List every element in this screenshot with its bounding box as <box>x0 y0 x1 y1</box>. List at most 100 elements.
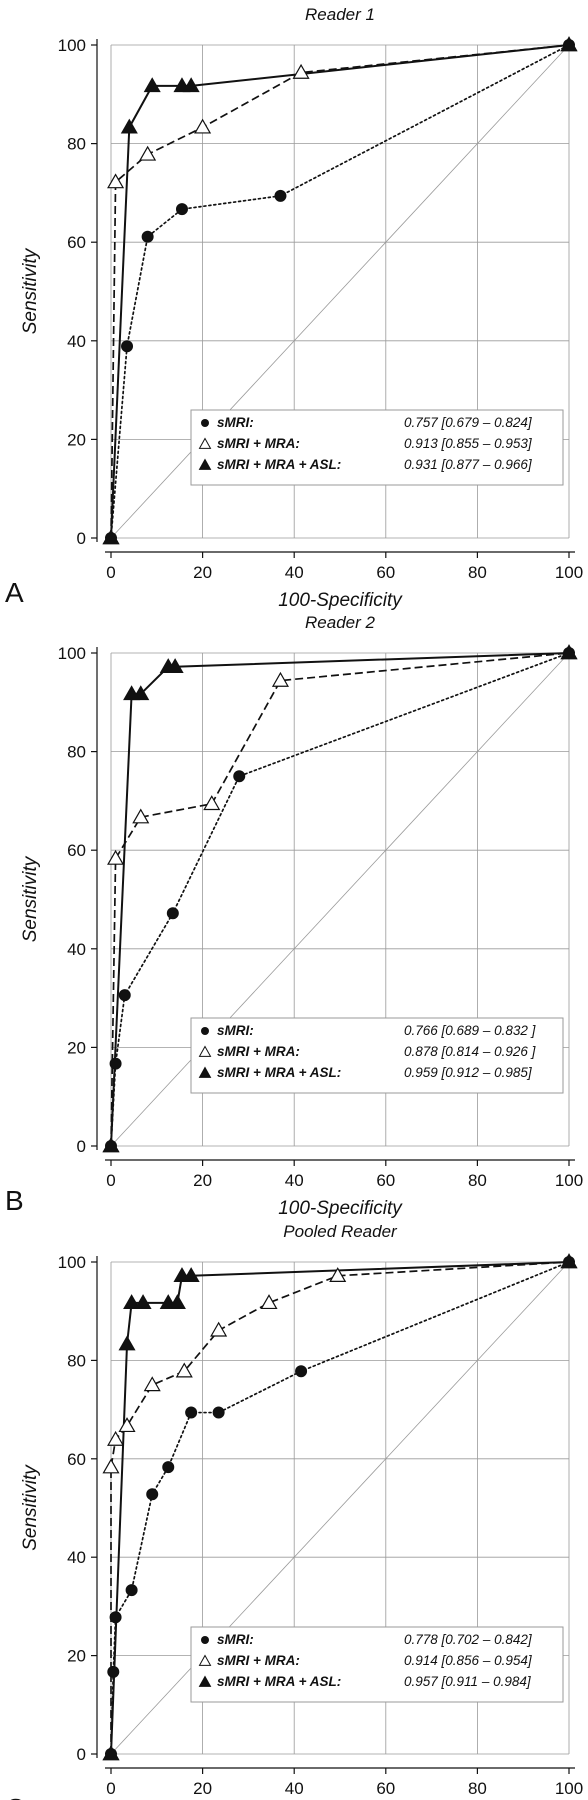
data-point <box>143 1376 161 1392</box>
legend-marker <box>198 437 212 449</box>
y-tick-label: 60 <box>67 233 86 252</box>
diagonal-reference-line <box>110 44 570 539</box>
data-point <box>118 989 131 1002</box>
legend: sMRI: 0.766 [0.689 – 0.832 ] sMRI + MRA: 0.… <box>190 1017 564 1094</box>
diagonal-reference-line <box>110 1261 570 1755</box>
legend-auc-value: 0.959 [0.912 – 0.985] <box>404 1065 533 1080</box>
data-point <box>146 1488 159 1501</box>
x-tick-label: 20 <box>193 1171 212 1190</box>
data-point <box>118 1417 136 1433</box>
y-tick-label: 100 <box>58 644 86 663</box>
y-axis-label: Sensitivity <box>20 247 41 334</box>
panel-letter: B <box>5 1185 24 1216</box>
data-point <box>120 118 138 134</box>
data-point <box>132 808 150 824</box>
data-point <box>141 230 154 243</box>
data-point <box>560 36 578 52</box>
legend-auc-value: 0.766 [0.689 – 0.832 ] <box>404 1023 537 1038</box>
legend-marker <box>198 1654 212 1666</box>
data-point <box>182 1267 200 1283</box>
data-point <box>329 1267 347 1283</box>
data-point <box>271 671 289 687</box>
data-point <box>182 77 200 93</box>
legend-auc-value: 0.778 [0.702 – 0.842] <box>404 1632 533 1647</box>
data-point <box>175 203 188 216</box>
series-markers-1 <box>102 1253 578 1761</box>
x-tick-label: 20 <box>193 563 212 582</box>
series-line-1 <box>110 44 570 539</box>
y-tick-label: 100 <box>58 36 86 55</box>
x-tick-label: 20 <box>193 1779 212 1798</box>
x-tick-label: 0 <box>106 1779 115 1798</box>
x-tick-label: 80 <box>468 563 487 582</box>
series-markers-2 <box>102 644 578 1153</box>
data-point <box>109 1057 122 1070</box>
data-point <box>166 658 184 674</box>
legend-series-name: sMRI + MRA: <box>217 436 300 451</box>
data-point <box>132 685 150 701</box>
y-tick-label: 20 <box>67 1038 86 1057</box>
x-tick-label: 40 <box>285 563 304 582</box>
y-tick-label: 40 <box>67 940 86 959</box>
data-point <box>166 907 179 920</box>
y-axis-label: Sensitivity <box>20 1464 41 1551</box>
data-point <box>107 849 125 865</box>
legend-series-name: sMRI + MRA + ASL: <box>217 457 341 472</box>
data-point <box>168 1294 186 1310</box>
x-axis-label: 100-Specificity <box>278 590 403 611</box>
legend-marker <box>201 1027 209 1035</box>
legend-series-name: sMRI: <box>217 415 254 430</box>
y-tick-label: 80 <box>67 135 86 154</box>
legend: sMRI: 0.757 [0.679 – 0.824] sMRI + MRA: 0.9… <box>190 409 564 486</box>
x-tick-label: 40 <box>285 1171 304 1190</box>
chart-title: Reader 1 <box>305 5 375 24</box>
series-line-2 <box>110 44 570 539</box>
series-line-1 <box>110 1261 570 1754</box>
legend-box <box>190 1017 564 1094</box>
legend-series-name: sMRI: <box>217 1023 254 1038</box>
legend-marker <box>201 1636 209 1644</box>
y-tick-label: 0 <box>77 529 86 548</box>
data-point <box>295 1365 308 1378</box>
legend-auc-value: 0.914 [0.856 – 0.954] <box>404 1653 533 1668</box>
x-tick-label: 60 <box>376 1779 395 1798</box>
legend-series-name: sMRI + MRA + ASL: <box>217 1674 341 1689</box>
data-point <box>194 118 212 134</box>
chart-title: Reader 2 <box>305 613 375 632</box>
series-markers-2 <box>102 36 578 545</box>
data-point <box>107 1665 120 1678</box>
legend-marker <box>198 458 212 470</box>
y-tick-label: 80 <box>67 1351 86 1370</box>
data-point <box>212 1406 225 1419</box>
data-point <box>560 644 578 660</box>
data-point <box>210 1321 228 1337</box>
legend-marker <box>198 1045 212 1057</box>
data-point <box>102 1745 120 1761</box>
data-point <box>134 1294 152 1310</box>
x-tick-label: 0 <box>106 1171 115 1190</box>
series-line-2 <box>110 652 570 1147</box>
legend-marker <box>201 419 209 427</box>
diagonal-reference-line <box>110 652 570 1147</box>
legend-series-name: sMRI + MRA: <box>217 1653 300 1668</box>
roc-panel-a: Reader 1 0 20 40 60 80 100 0 20 40 60 80 100 100-Spec… <box>5 5 583 611</box>
legend: sMRI: 0.778 [0.702 – 0.842] sMRI + MRA: 0.9… <box>190 1626 564 1703</box>
legend-auc-value: 0.757 [0.679 – 0.824] <box>404 415 533 430</box>
chart-title: Pooled Reader <box>283 1222 398 1241</box>
x-axis-label: 100-Specificity <box>278 1198 403 1219</box>
legend-auc-value: 0.878 [0.814 – 0.926 ] <box>404 1044 537 1059</box>
data-point <box>139 145 157 161</box>
legend-series-name: sMRI + MRA: <box>217 1044 300 1059</box>
legend-series-name: sMRI: <box>217 1632 254 1647</box>
data-point <box>102 1458 120 1474</box>
data-point <box>162 1461 175 1474</box>
legend-marker <box>198 1066 212 1078</box>
legend-series-name: sMRI + MRA + ASL: <box>217 1065 341 1080</box>
legend-auc-value: 0.913 [0.855 – 0.953] <box>404 436 533 451</box>
series-line-0 <box>110 44 570 539</box>
data-point <box>203 795 221 811</box>
data-point <box>175 1362 193 1378</box>
y-tick-label: 60 <box>67 841 86 860</box>
y-tick-label: 20 <box>67 1647 86 1666</box>
